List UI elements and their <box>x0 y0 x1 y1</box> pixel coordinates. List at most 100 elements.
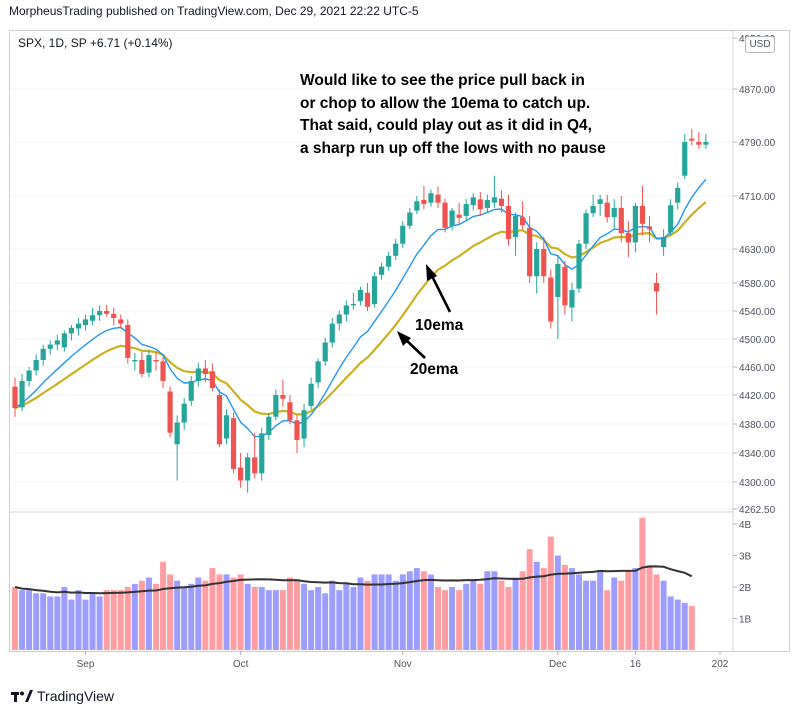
candle-body <box>111 313 117 318</box>
annotation-line: That said, could play out as it did in Q… <box>300 117 592 134</box>
volume-bar <box>653 574 660 650</box>
volume-bar <box>639 517 646 650</box>
chart-frame <box>9 30 790 652</box>
candle <box>68 325 74 341</box>
price-tick-label: 4540.00 <box>739 307 776 318</box>
volume-bar <box>385 574 392 650</box>
volume-bar <box>216 574 223 650</box>
candle <box>498 190 505 213</box>
price-tick-label: 4790.00 <box>739 138 776 149</box>
annotation-text: Would like to see the price pull back in… <box>300 70 606 160</box>
candle <box>421 185 427 210</box>
candle-body <box>661 237 667 248</box>
candle <box>618 196 624 243</box>
volume-bar <box>491 571 498 650</box>
candle-body <box>379 266 385 275</box>
candle-body <box>393 243 399 256</box>
volume-bar <box>153 583 159 650</box>
candle <box>111 307 117 325</box>
candle-body <box>463 203 469 216</box>
candle-body <box>668 205 674 233</box>
volume-bar <box>251 587 258 650</box>
candle <box>252 432 258 479</box>
price-grid <box>10 37 733 510</box>
volume-bar <box>484 571 491 650</box>
footer-brand[interactable]: TradingView <box>11 688 114 704</box>
candle-body <box>54 340 60 345</box>
candle-body <box>132 360 138 362</box>
volume-bar <box>68 599 75 650</box>
volume-bar <box>442 590 449 650</box>
currency-badge[interactable]: USD <box>745 36 775 53</box>
candle-body <box>216 395 223 445</box>
candle-body <box>97 311 103 316</box>
candle <box>40 344 46 366</box>
candle <box>75 318 82 336</box>
candle <box>527 215 533 283</box>
candle <box>357 286 364 306</box>
candle <box>209 363 215 392</box>
candle-body <box>280 395 286 399</box>
volume-bar <box>308 590 315 650</box>
candle-body <box>153 360 159 362</box>
volume-bar <box>463 583 470 650</box>
candle <box>238 453 244 488</box>
candle-body <box>541 249 547 277</box>
volume-bar <box>632 568 639 650</box>
candle <box>576 239 582 293</box>
volume-bar <box>688 605 695 650</box>
candle-body <box>118 319 124 324</box>
candle <box>393 239 399 260</box>
candle-body <box>139 360 145 374</box>
volume-bar <box>364 580 371 650</box>
candle-body <box>696 142 702 145</box>
candle <box>696 132 702 149</box>
candle <box>668 199 674 236</box>
volume-bar <box>674 599 681 650</box>
candle-body <box>421 199 427 204</box>
volume-bar <box>54 596 61 650</box>
candle-body <box>512 215 519 238</box>
ema20-label: 20ema <box>410 361 459 378</box>
annotation-line: or chop to allow the 10ema to catch up. <box>300 94 591 112</box>
candle-body <box>301 410 307 439</box>
candle-body <box>174 422 180 445</box>
candle <box>541 237 547 283</box>
volume-bar <box>576 574 582 650</box>
volume-bar <box>188 583 195 650</box>
candle-body <box>104 311 110 314</box>
volume-bar <box>286 577 293 650</box>
volume-bar <box>181 587 188 650</box>
candle <box>245 453 251 493</box>
volume-bar <box>117 590 124 650</box>
candle-body <box>534 249 540 277</box>
candle-body <box>682 142 688 176</box>
candle <box>555 255 561 339</box>
candle-body <box>632 205 638 243</box>
candle <box>216 389 223 448</box>
candle-body <box>230 418 237 469</box>
candle-body <box>308 383 314 406</box>
candle <box>379 262 385 280</box>
candle <box>703 134 709 149</box>
time-tick-label: 16 <box>630 659 642 670</box>
candle-body <box>336 314 342 324</box>
ema10-arrow <box>426 264 452 313</box>
candle <box>597 194 603 216</box>
volume-bar <box>96 596 103 650</box>
candle-body <box>259 433 265 474</box>
candle-body <box>618 207 624 234</box>
candle-body <box>371 276 378 304</box>
volume-tick-label: 1B <box>739 615 752 626</box>
volume-bar <box>75 590 82 650</box>
candle-body <box>188 381 194 401</box>
candle <box>548 269 554 329</box>
candle-body <box>273 395 279 417</box>
volume-bar <box>265 590 272 650</box>
candle-body <box>146 355 152 373</box>
candle-body <box>653 283 660 292</box>
candle <box>54 334 60 351</box>
candle <box>160 356 166 388</box>
volume-bar <box>512 577 519 650</box>
